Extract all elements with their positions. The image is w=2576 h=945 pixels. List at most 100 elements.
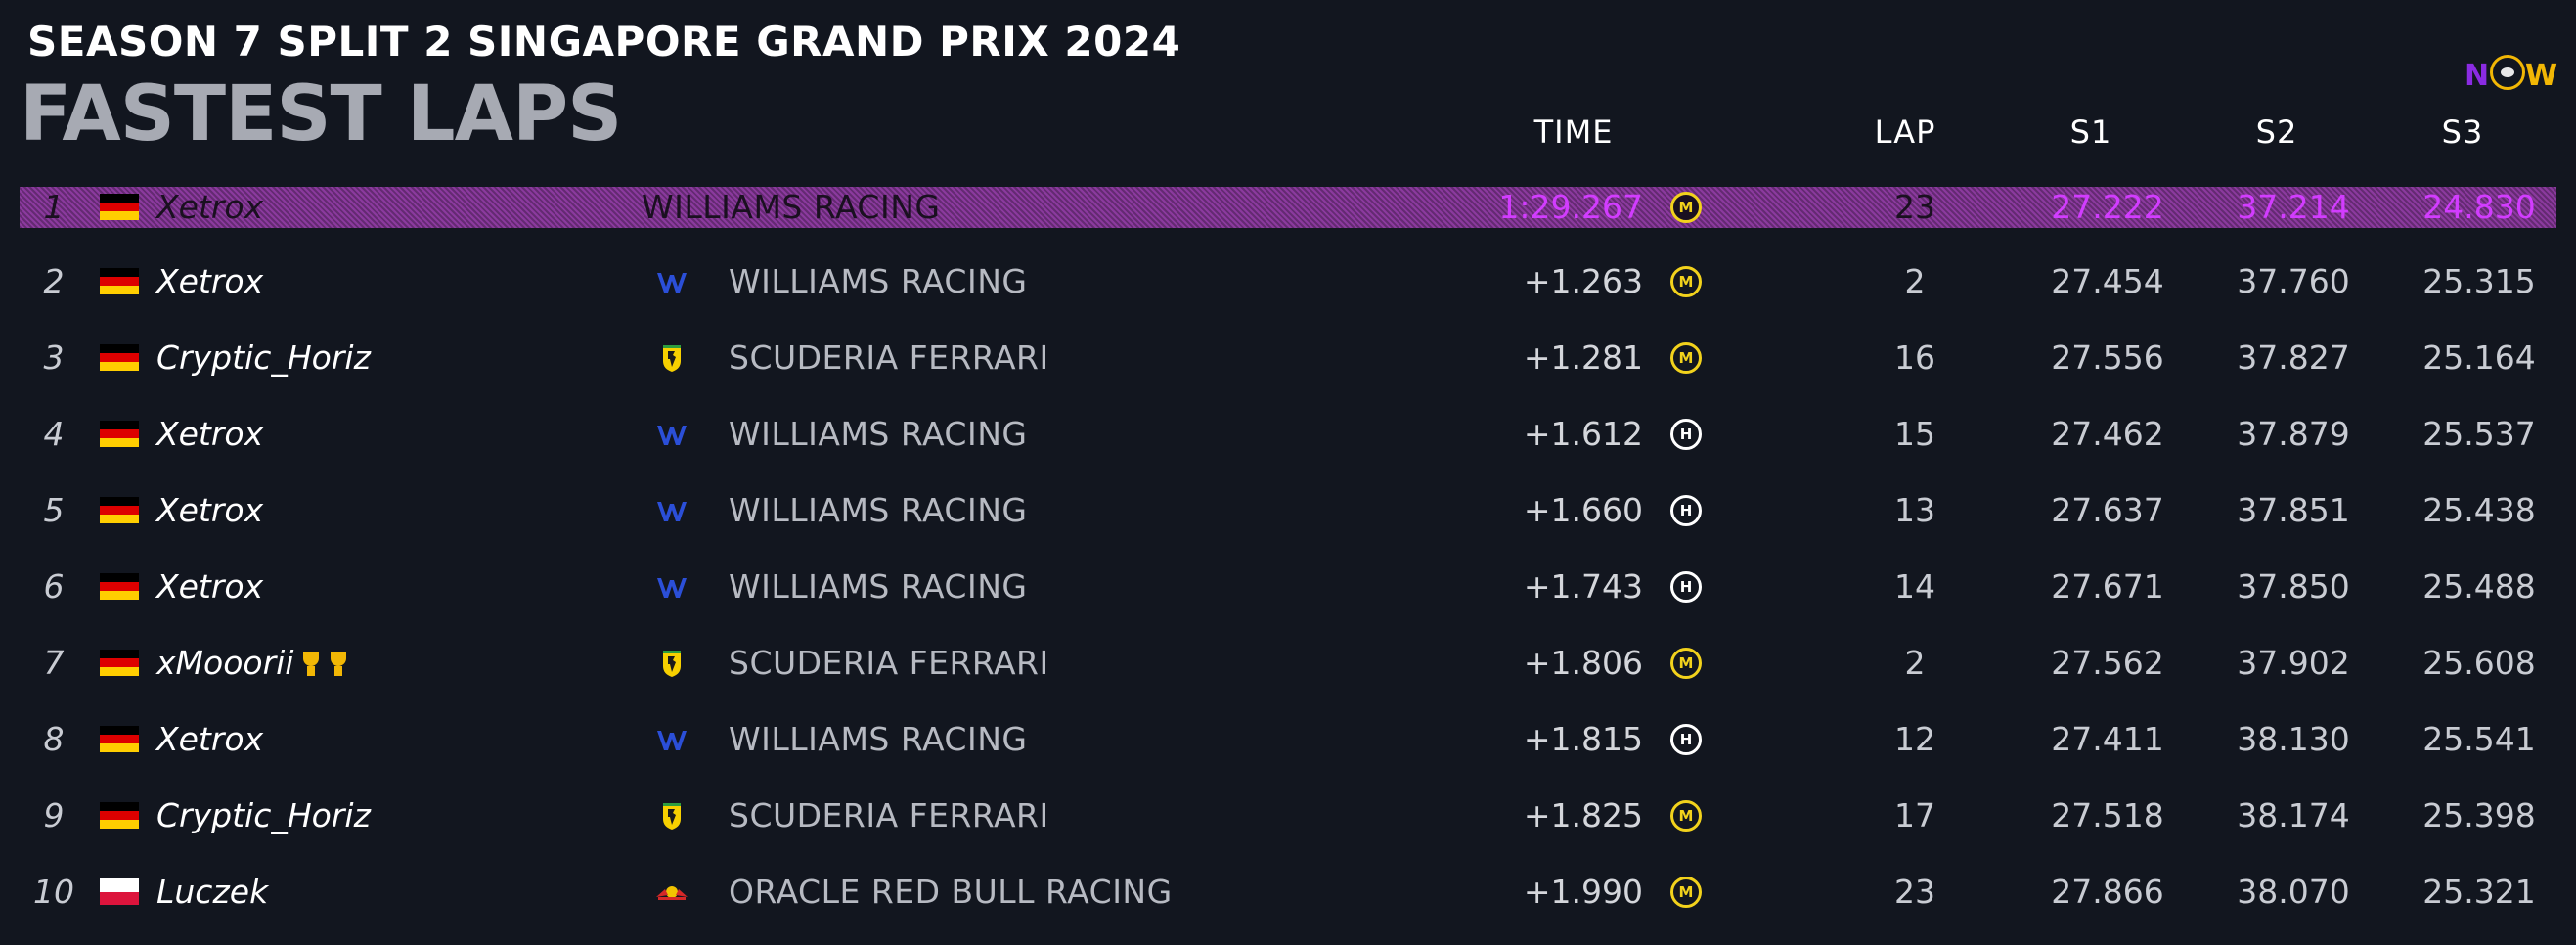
williams-logo-icon <box>655 725 688 754</box>
ferrari-logo-icon <box>655 343 688 373</box>
sector-3-time: 25.315 <box>2422 262 2536 300</box>
sector-1-time: 27.454 <box>2051 262 2164 300</box>
table-row: 2 Xetrox WILLIAMS RACING +1.263 M 2 27.454 37.7… <box>20 261 2556 302</box>
germany-flag-icon <box>100 268 139 294</box>
sector-2-time: 38.070 <box>2237 873 2350 911</box>
team-name: WILLIAMS RACING <box>729 720 1028 758</box>
sector-3-time: 25.164 <box>2422 338 2536 377</box>
hard-tyre-icon: H <box>1670 419 1702 450</box>
driver-name-text: xMooorii <box>156 644 294 682</box>
position-cell: 10 <box>33 873 74 911</box>
team-name: WILLIAMS RACING <box>729 415 1028 453</box>
sector-3-time: 25.537 <box>2422 415 2536 453</box>
sector-2-time: 37.850 <box>2237 567 2350 606</box>
driver-name-text: Xetrox <box>156 188 264 226</box>
germany-flag-icon <box>100 344 139 371</box>
driver-name: Xetrox <box>156 566 263 608</box>
ferrari-logo-icon <box>655 801 688 831</box>
driver-name: Xetrox <box>156 490 263 531</box>
medium-tyre-icon: M <box>1670 266 1702 297</box>
position-cell: 1 <box>43 188 65 226</box>
lap-number: 23 <box>1894 188 1935 226</box>
medium-tyre-icon: M <box>1670 648 1702 679</box>
sector-2-time: 37.214 <box>2237 188 2350 226</box>
lap-number: 23 <box>1894 873 1935 911</box>
driver-name: Cryptic_Horiz <box>156 338 371 379</box>
column-header-lap: LAP <box>1874 113 1936 151</box>
table-row: 4 Xetrox WILLIAMS RACING +1.612 H 15 27.462 37.… <box>20 414 2556 455</box>
germany-flag-icon <box>100 194 139 220</box>
team-name: WILLIAMS RACING <box>729 567 1028 606</box>
position-cell: 2 <box>43 262 65 300</box>
driver-name-text: Xetrox <box>156 415 264 453</box>
driver-name: Xetrox <box>156 187 263 228</box>
lap-number: 15 <box>1894 415 1935 453</box>
williams-logo-icon <box>655 267 688 296</box>
germany-flag-icon <box>100 421 139 447</box>
driver-name: xMooorii <box>156 643 348 684</box>
column-header-s2: S2 <box>2255 113 2298 151</box>
team-name: SCUDERIA FERRARI <box>729 796 1049 834</box>
williams-logo-icon <box>655 420 688 449</box>
sector-2-time: 37.879 <box>2237 415 2350 453</box>
lap-number: 16 <box>1894 338 1935 377</box>
lap-number: 17 <box>1894 796 1935 834</box>
germany-flag-icon <box>100 802 139 829</box>
table-row: 8 Xetrox WILLIAMS RACING +1.815 H 12 27.411 38.… <box>20 719 2556 760</box>
column-header-s3: S3 <box>2441 113 2484 151</box>
table-row: 6 Xetrox WILLIAMS RACING +1.743 H 14 27.671 37.… <box>20 566 2556 608</box>
sector-2-time: 37.827 <box>2237 338 2350 377</box>
germany-flag-icon <box>100 573 139 600</box>
lap-time: +1.825 <box>1523 796 1643 834</box>
lap-number: 2 <box>1904 644 1926 682</box>
sector-2-time: 38.130 <box>2237 720 2350 758</box>
driver-name-text: Xetrox <box>156 491 264 529</box>
ferrari-logo-icon <box>655 649 688 678</box>
driver-name-text: Cryptic_Horiz <box>156 338 371 377</box>
sector-1-time: 27.671 <box>2051 567 2164 606</box>
sector-1-time: 27.556 <box>2051 338 2164 377</box>
sector-3-time: 25.438 <box>2422 491 2536 529</box>
sector-1-time: 27.411 <box>2051 720 2164 758</box>
lap-time: 1:29.267 <box>1498 188 1643 226</box>
lap-time: +1.281 <box>1523 338 1643 377</box>
lap-time: +1.263 <box>1523 262 1643 300</box>
logo-mascot-icon <box>2490 55 2525 90</box>
event-title: SEASON 7 SPLIT 2 SINGAPORE GRAND PRIX 20… <box>27 18 1181 66</box>
column-header-time: TIME <box>1533 113 1614 151</box>
team-name: WILLIAMS RACING <box>642 188 941 226</box>
sector-1-time: 27.518 <box>2051 796 2164 834</box>
hard-tyre-icon: H <box>1670 724 1702 755</box>
page-title: FASTEST LAPS <box>20 70 622 158</box>
medium-tyre-icon: M <box>1670 192 1702 223</box>
column-header-s1: S1 <box>2069 113 2112 151</box>
sector-3-time: 24.830 <box>2422 188 2536 226</box>
position-cell: 6 <box>43 567 65 606</box>
lap-number: 2 <box>1904 262 1926 300</box>
position-cell: 7 <box>43 644 65 682</box>
sector-1-time: 27.637 <box>2051 491 2164 529</box>
driver-name-text: Xetrox <box>156 567 264 606</box>
team-name: ORACLE RED BULL RACING <box>729 873 1173 911</box>
sector-2-time: 37.760 <box>2237 262 2350 300</box>
driver-name: Xetrox <box>156 719 263 760</box>
sector-3-time: 25.608 <box>2422 644 2536 682</box>
team-name: WILLIAMS RACING <box>729 491 1028 529</box>
table-row: 9 Cryptic_Horiz SCUDERIA FERRARI +1.825 M 17 2… <box>20 795 2556 836</box>
sector-1-time: 27.562 <box>2051 644 2164 682</box>
position-cell: 3 <box>43 338 65 377</box>
lap-time: +1.612 <box>1523 415 1643 453</box>
position-cell: 8 <box>43 720 65 758</box>
team-name: WILLIAMS RACING <box>729 262 1028 300</box>
redbull-logo-icon <box>655 878 688 907</box>
position-cell: 4 <box>43 415 65 453</box>
sector-2-time: 37.851 <box>2237 491 2350 529</box>
lap-time: +1.806 <box>1523 644 1643 682</box>
driver-name: Xetrox <box>156 414 263 455</box>
lap-time: +1.660 <box>1523 491 1643 529</box>
lap-number: 14 <box>1894 567 1935 606</box>
trophy-icon <box>329 652 348 678</box>
driver-name-text: Xetrox <box>156 262 264 300</box>
table-row: 10 Luczek ORACLE RED BULL RACING +1.990 M 23 2… <box>20 872 2556 913</box>
